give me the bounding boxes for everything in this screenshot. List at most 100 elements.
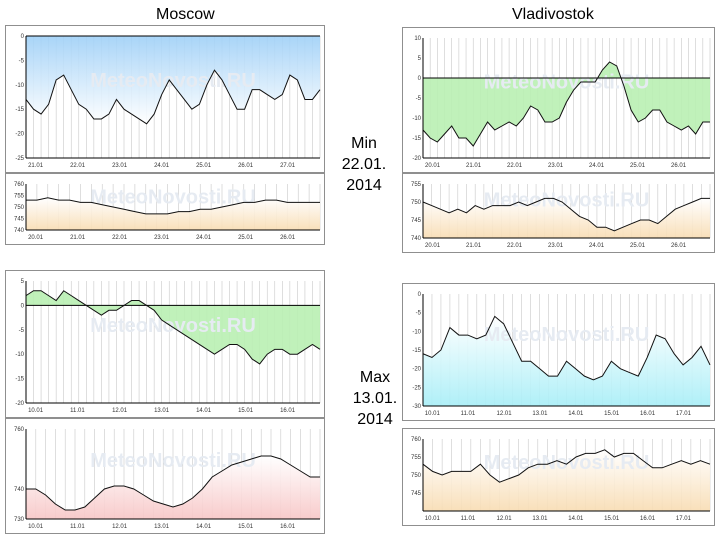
vladivostok-max-pressure-svg: MeteoNovosti.RU 760 755 750 745 10.01 11.01 12.… [411, 437, 711, 522]
watermark-text: MeteoNovosti.RU [484, 452, 650, 474]
y-tick-label: -15 [412, 136, 421, 142]
x-tick-label: 14.01 [568, 516, 584, 522]
moscow-max-pressure-area [26, 456, 320, 519]
x-tick-label: 12.01 [497, 516, 513, 522]
watermark-text: MeteoNovosti.RU [90, 315, 256, 337]
moscow-min-temp-svg: MeteoNovosti.RU 0 -5 -10 -15 -20 -25 21.01 22.01… [15, 34, 321, 169]
x-tick-label: 22.01 [507, 163, 523, 169]
y-tick-label: 5 [418, 56, 422, 62]
y-tick-label: 0 [21, 34, 25, 40]
x-tick-label: 20.01 [28, 235, 44, 241]
min-label-line1: Min [351, 135, 377, 152]
y-tick-label: -5 [416, 96, 422, 102]
x-tick-label: 26.01 [671, 163, 687, 169]
y-tick-label: 760 [411, 437, 422, 443]
vladivostok-min-temp-svg: MeteoNovosti.RU 10 5 0 -5 -10 -15 -20 20.01 21.01… [412, 36, 711, 169]
moscow-max-temp-line [25, 290, 321, 365]
y-tick-label: 755 [411, 182, 422, 188]
moscow-max-pressure-panel: MeteoNovosti.RU 760 740 730 10.01 11.01 12.01 1… [5, 418, 325, 534]
y-tick-label: -10 [15, 83, 24, 89]
y-tick-label: 750 [411, 200, 422, 206]
vladivostok-min-temp-panel: MeteoNovosti.RU 10 5 0 -5 -10 -15 -20 20.01 21.01… [402, 27, 715, 173]
moscow-max-temp-panel: MeteoNovosti.RU 5 0 -5 -10 -15 -20 10.01 11.01 12… [5, 270, 325, 418]
x-tick-label: 24.01 [196, 235, 212, 241]
x-tick-label: 15.01 [238, 408, 254, 414]
max-label-line1: Max [359, 369, 391, 386]
vladivostok-max-temp-svg: MeteoNovosti.RU 0 -5 -10 -15 -20 -25 -30 10.01 11… [412, 292, 711, 417]
x-tick-label: 21.01 [28, 163, 44, 169]
y-tick-label: -5 [19, 328, 25, 334]
moscow-max-temp-svg: MeteoNovosti.RU 5 0 -5 -10 -15 -20 10.01 11.01 12… [15, 279, 321, 414]
watermark-text: MeteoNovosti.RU [484, 71, 650, 93]
y-tick-label: 730 [14, 517, 25, 523]
y-tick-label: 0 [21, 303, 25, 309]
x-tick-label: 17.01 [676, 516, 692, 522]
moscow-min-pressure-area [26, 197, 320, 230]
x-tick-label: 21.01 [466, 163, 482, 169]
y-tick-label: -5 [416, 311, 422, 317]
y-tick-label: -20 [412, 367, 421, 373]
x-tick-label: 20.01 [425, 243, 441, 249]
y-tick-label: -15 [15, 107, 24, 113]
x-tick-label: 26.01 [238, 163, 254, 169]
moscow-min-pressure-panel: MeteoNovosti.RU 760 755 750 745 740 20.01 21.01… [5, 173, 325, 245]
y-tick-label: 760 [14, 182, 25, 188]
x-tick-label: 24.01 [154, 163, 170, 169]
x-tick-label: 15.01 [604, 411, 620, 417]
vladivostok-min-pressure-area [423, 198, 710, 238]
moscow-max-pressure-line [26, 455, 320, 511]
x-tick-label: 23.01 [548, 243, 564, 249]
x-tick-label: 25.01 [630, 163, 646, 169]
y-tick-label: 740 [411, 236, 422, 242]
x-tick-label: 10.01 [28, 524, 44, 530]
watermark-text: MeteoNovosti.RU [90, 450, 256, 472]
x-tick-label: 11.01 [461, 516, 476, 522]
y-tick-label: -10 [412, 329, 421, 335]
moscow-min-pressure-line [26, 197, 320, 215]
x-tick-label: 11.01 [461, 411, 476, 417]
moscow-min-temp-area [26, 36, 320, 124]
x-tick-label: 26.01 [280, 235, 296, 241]
y-tick-label: 755 [14, 194, 25, 200]
x-tick-label: 23.01 [154, 235, 170, 241]
x-tick-label: 12.01 [497, 411, 513, 417]
moscow-min-temp-line [25, 69, 321, 125]
x-tick-label: 25.01 [196, 163, 212, 169]
x-tick-label: 14.01 [196, 524, 212, 530]
x-tick-label: 10.01 [425, 516, 441, 522]
x-tick-label: 25.01 [238, 235, 254, 241]
x-tick-label: 26.01 [671, 243, 687, 249]
x-tick-label: 22.01 [507, 243, 523, 249]
y-tick-label: 750 [411, 473, 422, 479]
y-tick-label: -10 [412, 116, 421, 122]
x-tick-label: 23.01 [548, 163, 564, 169]
y-tick-label: -20 [412, 156, 421, 162]
x-tick-label: 16.01 [280, 524, 296, 530]
x-tick-label: 14.01 [568, 411, 584, 417]
x-tick-label: 27.01 [280, 163, 296, 169]
x-tick-label: 16.01 [280, 408, 296, 414]
x-tick-label: 13.01 [532, 411, 548, 417]
y-tick-label: 745 [14, 217, 25, 223]
y-tick-label: -25 [412, 385, 421, 391]
y-tick-label: -5 [19, 58, 25, 64]
moscow-column-title: Moscow [156, 6, 215, 23]
x-tick-label: 10.01 [425, 411, 441, 417]
x-tick-label: 11.01 [70, 408, 85, 414]
y-tick-label: 0 [418, 292, 422, 298]
y-tick-label: 5 [21, 279, 25, 285]
x-tick-label: 15.01 [604, 516, 620, 522]
x-tick-label: 16.01 [640, 516, 656, 522]
vladivostok-min-temp-line [422, 61, 710, 147]
max-date-label: Max 13.01. 2014 [335, 367, 415, 430]
max-label-line3: 2014 [357, 411, 393, 428]
vladivostok-max-pressure-line [422, 449, 711, 483]
y-tick-label: -30 [412, 404, 421, 410]
x-tick-label: 21.01 [70, 235, 86, 241]
x-tick-label: 24.01 [589, 243, 605, 249]
vladivostok-max-pressure-panel: MeteoNovosti.RU 760 755 750 745 10.01 11.01 12.… [402, 428, 715, 526]
x-tick-label: 20.01 [425, 163, 441, 169]
x-tick-label: 13.01 [154, 408, 170, 414]
